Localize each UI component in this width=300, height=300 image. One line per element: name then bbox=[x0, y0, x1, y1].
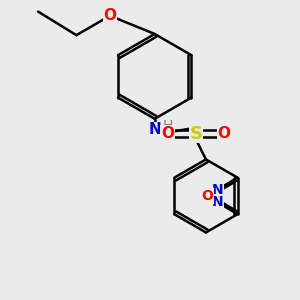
Text: O: O bbox=[103, 8, 116, 23]
Text: N: N bbox=[212, 195, 224, 209]
Text: O: O bbox=[201, 189, 213, 203]
Text: N: N bbox=[148, 122, 161, 137]
Text: O: O bbox=[218, 126, 231, 141]
Text: N: N bbox=[212, 182, 224, 197]
Text: H: H bbox=[163, 119, 173, 133]
Text: O: O bbox=[161, 126, 174, 141]
Text: S: S bbox=[189, 124, 203, 142]
